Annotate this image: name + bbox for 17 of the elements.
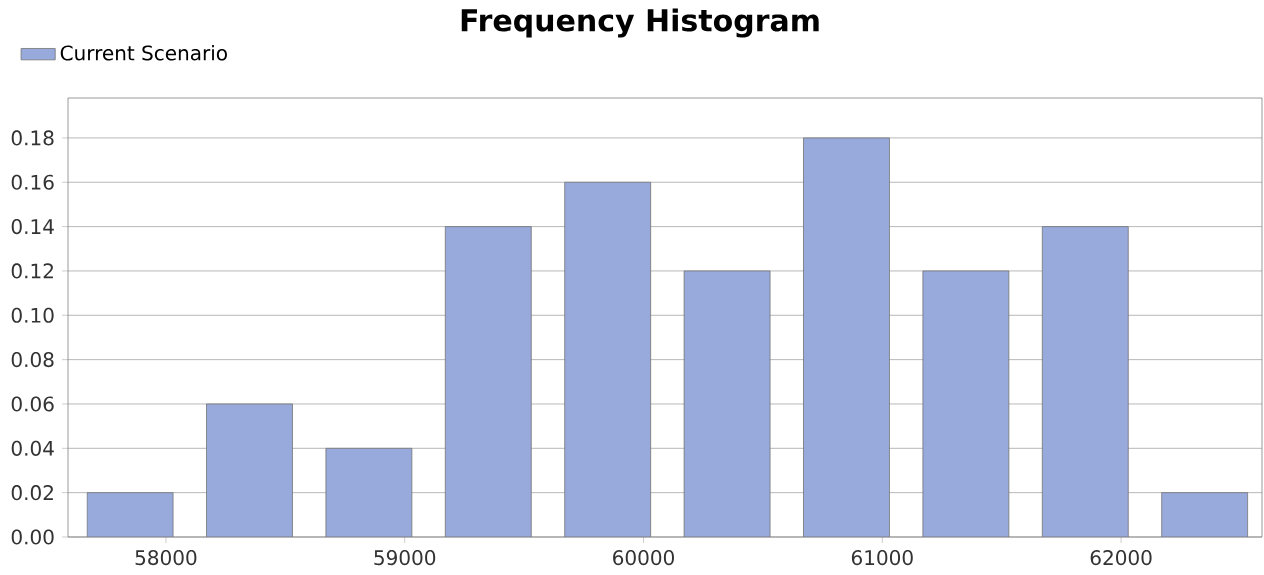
- y-tick-label: 0.14: [11, 219, 54, 235]
- legend-label: Current Scenario: [60, 45, 227, 61]
- x-tick-label: 60000: [613, 550, 674, 566]
- y-tick-label: 0.08: [11, 352, 54, 368]
- x-tick-label: 61000: [851, 550, 913, 566]
- x-tick-label: 58000: [135, 550, 197, 566]
- y-tick-label: 0.04: [11, 440, 54, 456]
- y-tick-label: 0.18: [11, 130, 54, 146]
- y-tick-label: 0.10: [11, 307, 54, 323]
- y-tick-label: 0.06: [11, 396, 54, 412]
- x-tick-label: 62000: [1090, 550, 1152, 566]
- y-tick-label: 0.16: [11, 174, 54, 190]
- y-tick-label: 0.12: [11, 263, 53, 279]
- y-tick-label: 0.02: [11, 485, 53, 501]
- chart-title: Frequency Histogram: [461, 8, 819, 38]
- y-tick-label: 0.00: [11, 529, 54, 545]
- x-tick-label: 59000: [374, 550, 436, 566]
